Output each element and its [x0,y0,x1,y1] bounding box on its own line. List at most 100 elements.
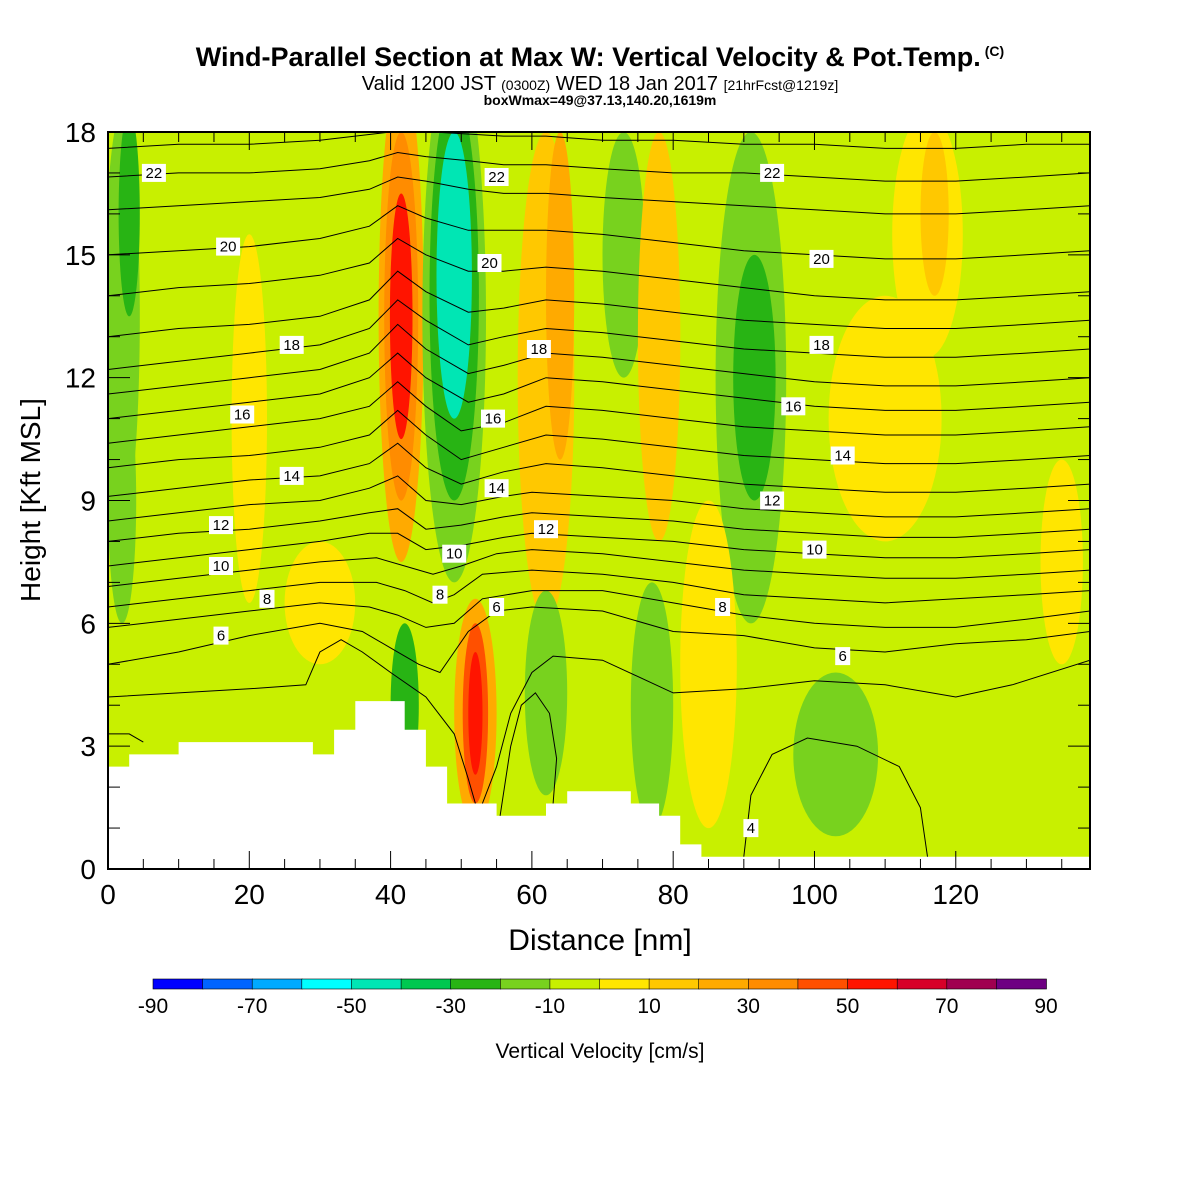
velocity-cell [118,132,140,317]
contour-label: 14 [484,479,509,498]
theta-contour [481,655,1090,804]
colorbar-tick-label: 50 [836,995,859,1018]
contour-label: 10 [209,557,233,575]
velocity-cell [524,590,568,796]
theta-contour [108,532,1090,567]
velocity-cell [637,132,681,542]
x-tick-label: 0 [100,879,116,910]
contour-label-bg [477,254,502,272]
colorbar-tick-label: -10 [535,995,565,1018]
y-tick-label: 9 [80,486,96,517]
colorbar: -90 -70 -50 -30 -10 10 30 50 70 90 [138,978,1058,1018]
contour-label-text: 14 [834,448,851,465]
terrain [108,701,1090,869]
contour-label-bg [484,479,509,498]
colorbar-swatch [351,978,402,990]
contour-label-text: 22 [146,165,163,182]
theta-contour [743,737,928,857]
theta-contour [108,132,1090,149]
contour-label: 16 [481,409,505,428]
contour-label-text: 10 [446,546,463,563]
colorbar-swatch [797,978,849,990]
contour-label: 22 [760,163,785,182]
contour-label: 12 [760,491,785,510]
colorbar-swatch [251,978,303,990]
contour-label-text: 22 [488,169,505,186]
contour-label-text: 6 [217,628,225,645]
theta-contour [108,270,1090,338]
contour-label: 22 [484,168,509,186]
axes: 0 20 40 60 80 100 120 0 3 6 9 12 15 18 [65,117,1090,910]
x-tick-label: 100 [791,879,838,910]
theta-contour [108,237,1090,301]
contour-label: 8 [259,589,275,608]
contour-label: 16 [230,405,255,424]
contour-label: 10 [442,544,467,563]
theta-contour [108,569,1090,608]
theta-contour [108,590,1090,628]
colorbar-tick-label: 90 [1034,995,1057,1018]
velocity-cell [793,672,879,837]
contour-label-bg [432,585,448,604]
contour-label-bg [230,405,255,424]
contour-label: 22 [141,163,166,182]
contour-label-bg [484,168,509,186]
contour-label-bg [781,397,806,416]
x-tick-label: 120 [932,879,979,910]
contour-label: 20 [477,254,502,272]
contour-label-bg [760,491,785,510]
chart-title-mark: (C) [984,43,1005,59]
theta-contour [108,639,476,804]
contour-label-text: 16 [485,411,502,428]
colorbar-swatch [896,978,948,990]
velocity-cell [680,500,737,829]
colorbar-swatch [400,978,452,990]
contour-label-text: 16 [234,407,251,424]
theta-contour [108,176,1090,215]
contour-label-text: 8 [263,591,271,608]
contour-label-text: 10 [213,558,230,575]
colorbar-label: Vertical Velocity [cm/s] [496,1040,705,1063]
theta-contour [108,381,1090,444]
colorbar-swatch [152,978,204,990]
contour-label-bg [835,647,851,666]
theta-contour [108,549,1090,587]
valid-date: WED 18 Jan 2017 [555,73,719,95]
chart-title-text: Wind-Parallel Section at Max W: Vertical… [195,42,981,72]
contour-label: 8 [432,585,448,604]
contour-label-bg [209,516,233,535]
contour-label-text: 12 [213,517,230,534]
x-axis-label: Distance [nm] [508,924,691,957]
colorbar-tick-label: 30 [737,995,760,1018]
contour-label-text: 22 [764,165,781,182]
theta-contour [108,606,1090,674]
valid-time: Valid 1200 JST [361,73,496,95]
terrain-mask [108,701,1090,869]
colorbar-tick-label: -50 [336,995,366,1018]
contour-label-text: 6 [839,648,847,665]
colorbar-swatch [499,978,551,990]
contour-label: 16 [781,397,806,416]
contour-label-text: 12 [764,493,781,510]
contour-label-bg [279,466,304,485]
valid-time-utc: (0300Z) [501,77,551,93]
contour-label-text: 10 [806,542,823,559]
contour-label-text: 20 [481,255,498,272]
colorbar-swatch [301,978,353,990]
velocity-cell [436,132,472,419]
theta-contours [108,132,1090,857]
contour-label-bg [442,544,467,563]
contour-label-bg [213,626,229,645]
contour-label-text: 18 [283,337,300,354]
y-tick-label: 12 [65,363,96,394]
x-tick-label: 20 [234,879,265,910]
x-tick-label: 40 [375,879,406,910]
y-tick-label: 18 [65,117,96,148]
contour-label: 14 [279,466,304,485]
theta-contour [108,409,1090,469]
colorbar-swatch [996,978,1047,990]
contour-label-bg [809,335,834,354]
contour-label-bg [830,446,855,465]
contour-label-bg [760,163,785,182]
